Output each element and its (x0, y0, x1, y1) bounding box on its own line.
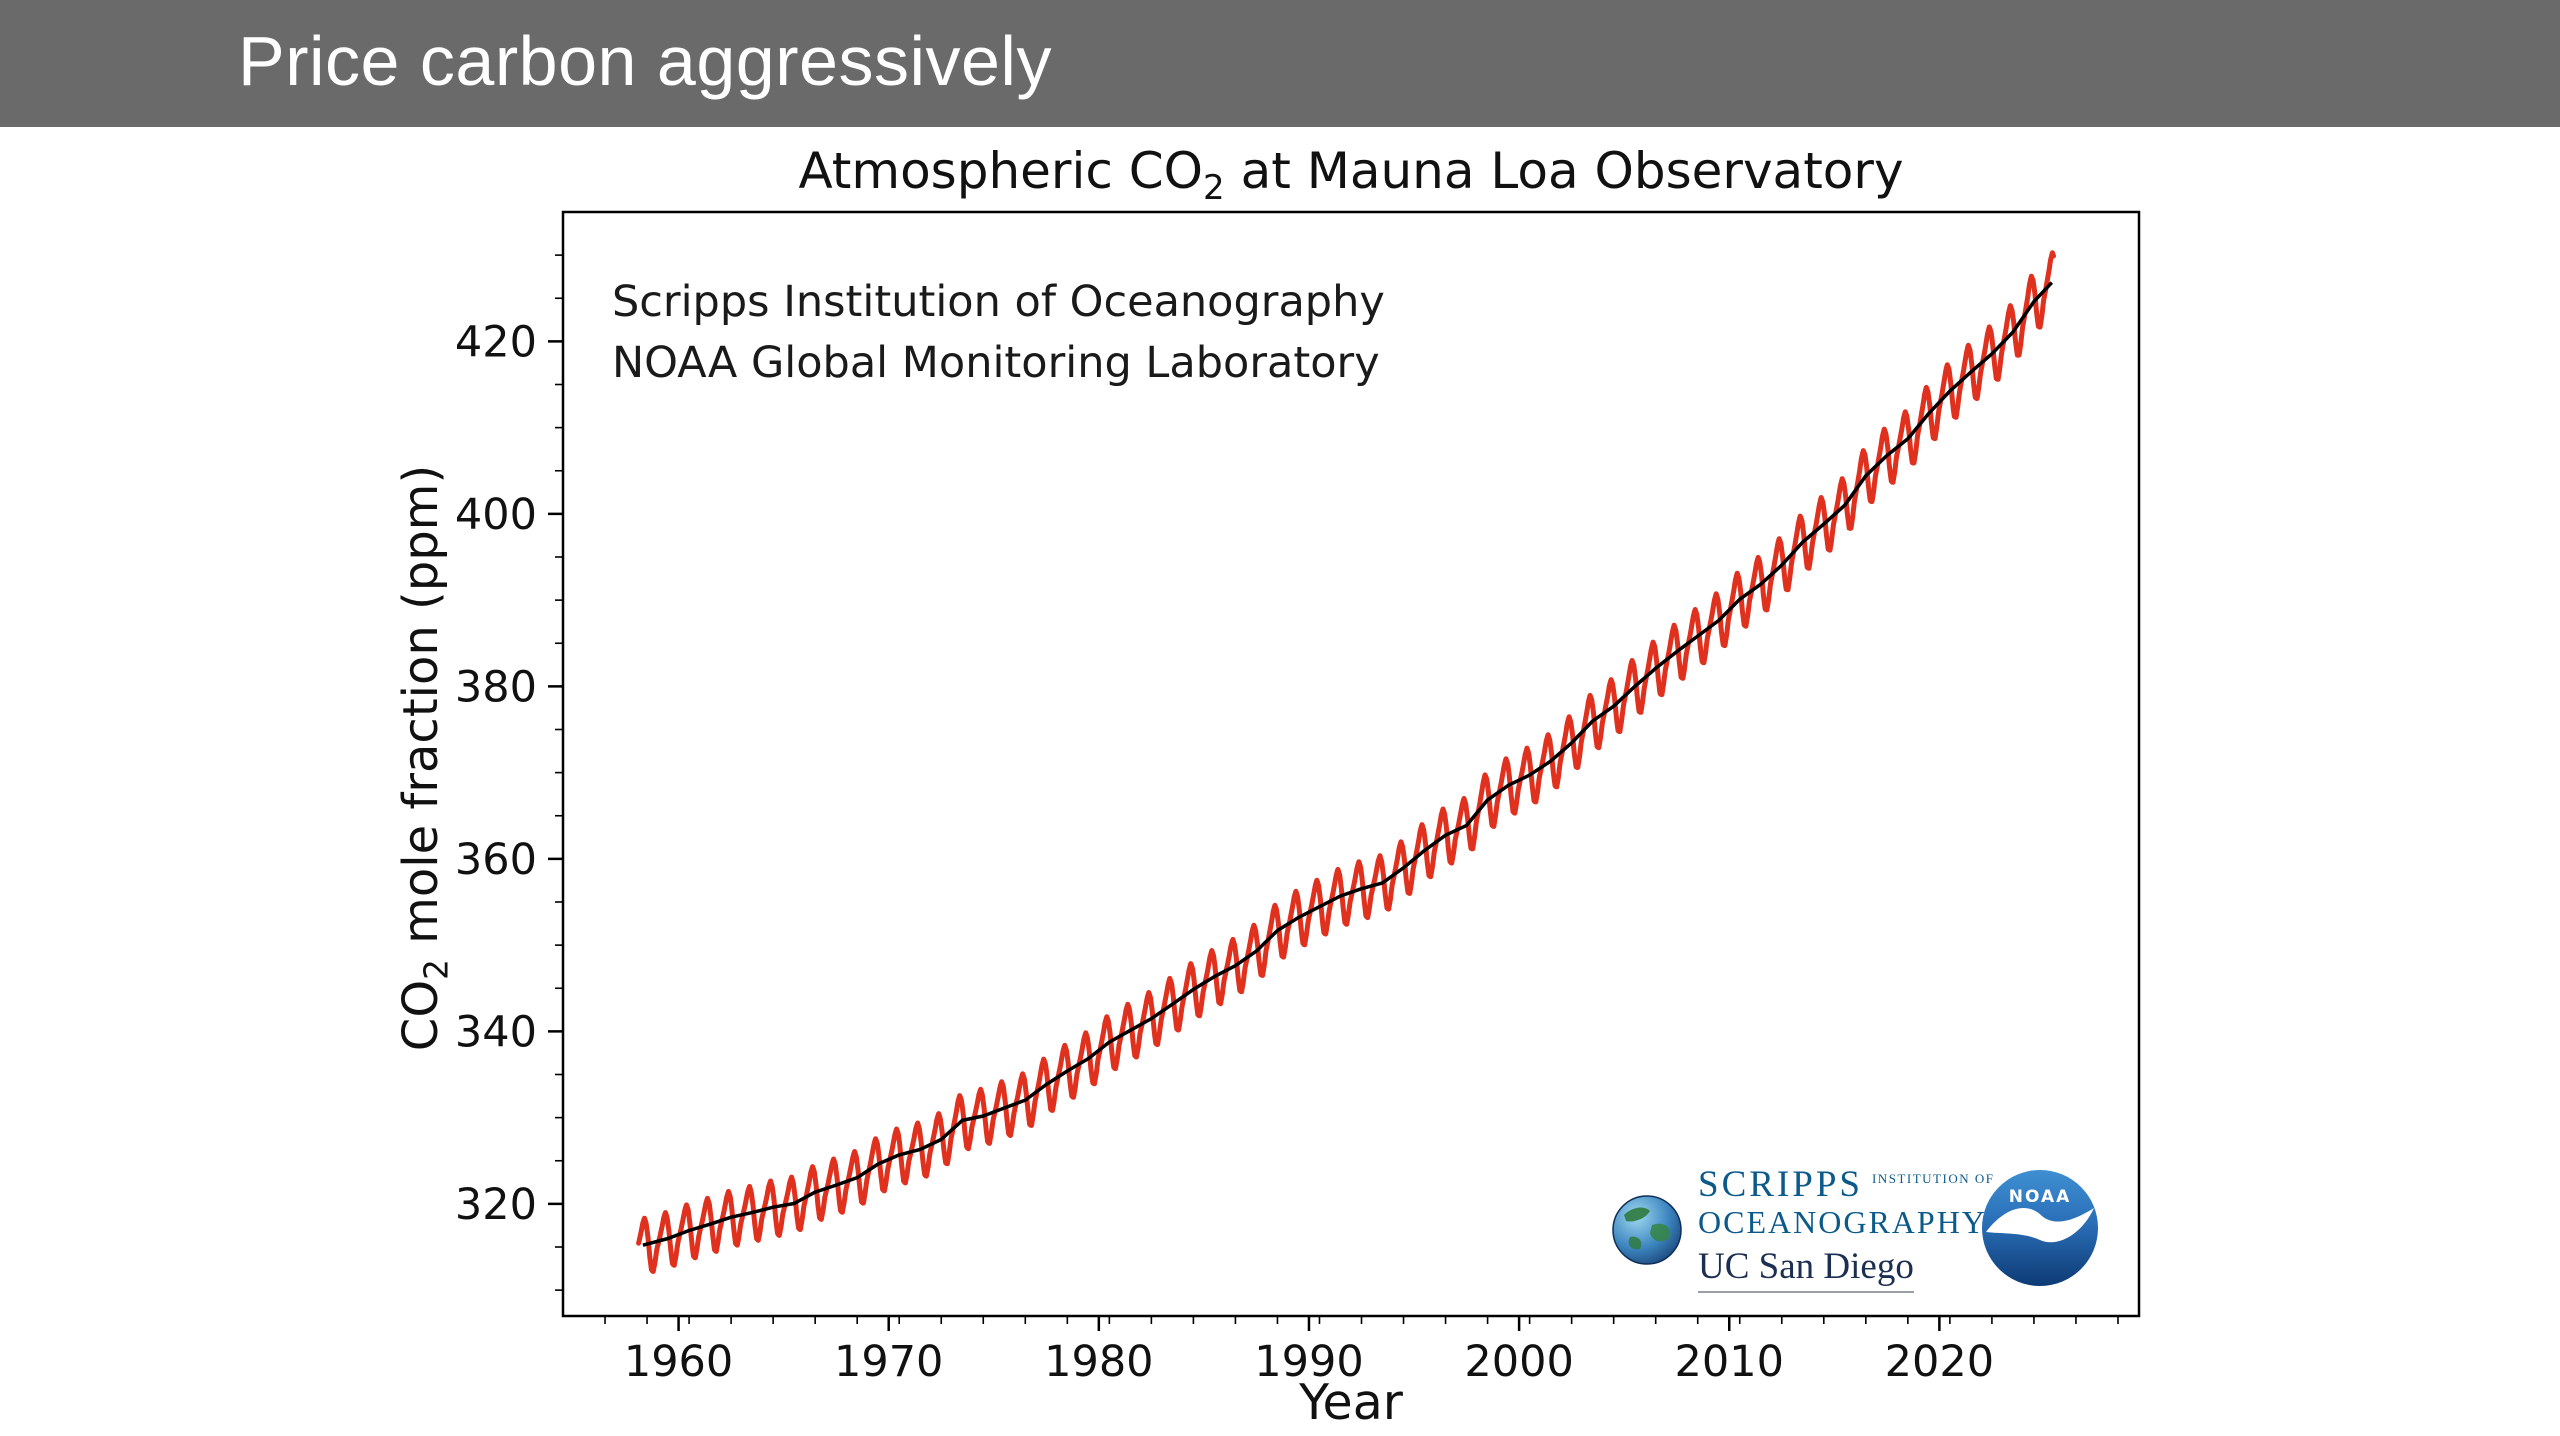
x-tick-label: 2020 (1885, 1337, 1994, 1387)
y-axis-label: CO2 mole fraction (ppm) (393, 253, 456, 1263)
noaa-emblem-icon: NOAA (1982, 1170, 2098, 1286)
y-axis-label-pre: CO (393, 979, 449, 1052)
slide-title: Price carbon aggressively (238, 22, 1052, 100)
chart-title: Atmospheric CO2 at Mauna Loa Observatory (563, 142, 2139, 205)
y-tick-label: 340 (455, 1007, 537, 1057)
x-axis-label: Year (1299, 1374, 1403, 1431)
y-tick-label: 360 (455, 835, 537, 885)
noaa-emblem-label: NOAA (2009, 1187, 2072, 1207)
plot-border (561, 210, 2141, 1318)
chart-title-post: at Mauna Loa Observatory (1224, 142, 1904, 200)
y-axis-label-post: mole fraction (ppm) (393, 464, 449, 960)
chart-title-pre: Atmospheric CO (798, 142, 1204, 200)
scripps-wordmark: SCRIPPS INSTITUTION OF OCEANOGRAPHY UC S… (1698, 1164, 1995, 1294)
annotation-line-1: Scripps Institution of Oceanography (612, 277, 1385, 327)
scripps-logo: SCRIPPS INSTITUTION OF OCEANOGRAPHY UC S… (1612, 1164, 1995, 1294)
x-tick-label: 1970 (834, 1337, 943, 1387)
annotation-line-2: NOAA Global Monitoring Laboratory (612, 338, 1380, 388)
noaa-logo: NOAA (1980, 1168, 2100, 1292)
chart-title-sub: 2 (1203, 168, 1225, 208)
annual-trend-line (642, 281, 2054, 1247)
slide-title-bar: Price carbon aggressively (0, 0, 2560, 127)
scripps-globe-icon (1612, 1194, 1682, 1265)
uc-san-diego-wordmark: UC San Diego (1698, 1247, 1914, 1294)
x-tick-label: 1980 (1044, 1337, 1153, 1387)
scripps-wordmark-main: SCRIPPS (1698, 1164, 1863, 1205)
x-tick-label: 2010 (1675, 1337, 1784, 1387)
x-tick-label: 2000 (1464, 1337, 1573, 1387)
x-tick-label: 1990 (1254, 1337, 1363, 1387)
y-axis-label-sub: 2 (417, 959, 456, 980)
scripps-wordmark-institution: INSTITUTION OF (1872, 1171, 1995, 1186)
chart-source-annotation: Scripps Institution of Oceanography NOAA… (612, 272, 1385, 394)
noaa-seagull-icon (1986, 1208, 2094, 1243)
y-tick-label: 380 (455, 662, 537, 712)
y-tick-label: 400 (455, 490, 537, 540)
scripps-wordmark-oceanography: OCEANOGRAPHY (1698, 1204, 1987, 1240)
y-tick-label: 320 (455, 1180, 537, 1230)
seasonal-co2-line (636, 250, 2056, 1274)
y-tick-label: 420 (455, 317, 537, 367)
x-tick-label: 1960 (624, 1337, 733, 1387)
